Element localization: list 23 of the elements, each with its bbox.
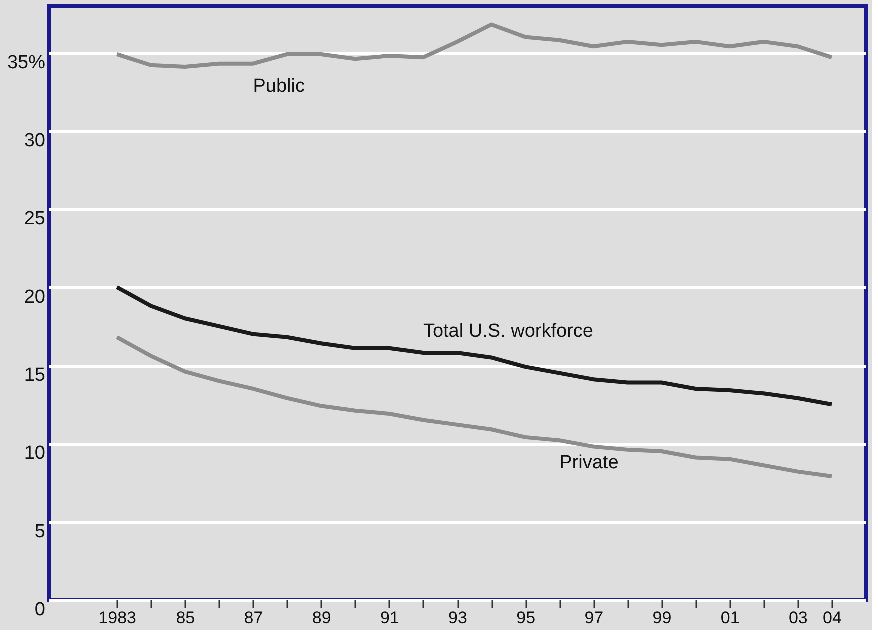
x-tick-label: 01 bbox=[720, 608, 740, 628]
x-tick-label: 85 bbox=[176, 608, 196, 628]
x-tick-label: 99 bbox=[652, 608, 672, 628]
y-tick-label: 25 bbox=[24, 208, 46, 230]
y-tick-label: 0 bbox=[34, 600, 46, 620]
y-tick-label: 35% bbox=[7, 52, 46, 74]
x-tick-label: 04 bbox=[822, 608, 842, 628]
x-tick-label: 1983 bbox=[98, 608, 136, 628]
x-tick-label: 91 bbox=[380, 608, 400, 628]
x-tick-label: 95 bbox=[516, 608, 536, 628]
series-label: Private bbox=[560, 452, 619, 474]
x-tick-label: 93 bbox=[448, 608, 468, 628]
y-tick-label: 20 bbox=[24, 286, 46, 308]
x-tick-label: 89 bbox=[312, 608, 332, 628]
y-tick-label: 15 bbox=[24, 365, 46, 386]
y-tick-label: 5 bbox=[34, 521, 46, 542]
x-tick-label: 97 bbox=[584, 608, 604, 628]
series-label: Public bbox=[253, 76, 305, 97]
series-label: Total U.S. workforce bbox=[423, 321, 594, 342]
x-tick-label: 87 bbox=[244, 608, 264, 628]
x-tick-label: 03 bbox=[788, 608, 808, 628]
y-tick-label: 10 bbox=[24, 443, 46, 464]
y-tick-label: 30 bbox=[24, 130, 46, 152]
